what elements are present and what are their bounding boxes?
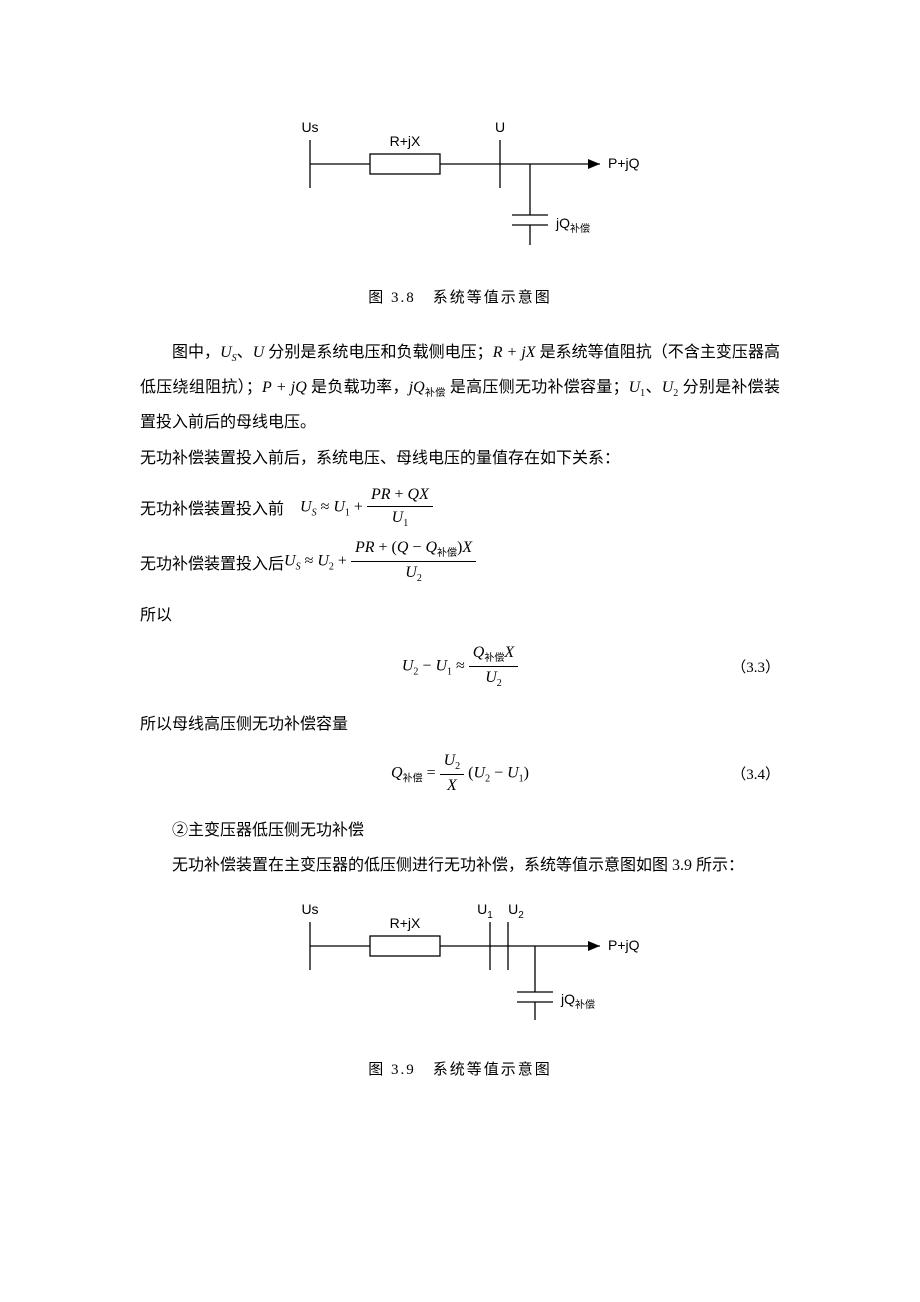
equation-number-3-3: （3.3）	[731, 656, 780, 677]
label-jqbc: jQ补偿	[555, 215, 590, 235]
circuit-diagram-3-9: Us R+jX U1 U2 P+jQ jQ补偿	[280, 892, 640, 1052]
paragraph-relation: 无功补偿装置投入前后，系统电压、母线电压的量值存在如下关系：	[140, 441, 780, 476]
label-rjx-b: R+jX	[390, 915, 421, 931]
paragraph-symbols-explanation: 图中，US、U 分别是系统电压和负载侧电压；R + jX 是系统等值阻抗（不含主…	[140, 335, 780, 441]
equation-3-3: U2 − U1 ≈ Q补偿X U2 （3.3）	[140, 644, 780, 689]
label-u2-b: U2	[508, 901, 524, 921]
label-u: U	[495, 119, 505, 135]
figure-caption-3-8: 图 3.8 系统等值示意图	[140, 286, 780, 307]
figure-caption-3-9: 图 3.9 系统等值示意图	[140, 1058, 780, 1079]
circuit-diagram-3-8: Us R+jX U P+jQ jQ补偿	[280, 110, 640, 280]
label-jqbc-b: jQ补偿	[560, 991, 595, 1011]
label-rjx: R+jX	[390, 133, 421, 149]
paragraph-hv-capacity: 所以母线高压侧无功补偿容量	[140, 707, 780, 742]
label-u1-b: U1	[477, 901, 493, 921]
label-us: Us	[301, 119, 318, 135]
label-pjq-b: P+jQ	[608, 937, 640, 953]
equation-after-compensation: 无功补偿装置投入后 US ≈ U2 + PR + (Q − Q补偿)X U2	[140, 539, 780, 584]
equation-before-compensation: 无功补偿装置投入前 US ≈ U1 + PR + QX U1	[140, 486, 780, 529]
label-pjq: P+jQ	[608, 155, 640, 171]
equation-number-3-4: （3.4）	[731, 763, 780, 784]
text-suoyi-1: 所以	[140, 598, 780, 633]
equation-3-4: Q补偿 = U2 X (U2 − U1) （3.4）	[140, 752, 780, 795]
paragraph-lv-heading: ②主变压器低压侧无功补偿	[140, 813, 780, 848]
label-us-b: Us	[301, 901, 318, 917]
paragraph-lv-body: 无功补偿装置在主变压器的低压侧进行无功补偿，系统等值示意图如图 3.9 所示：	[140, 848, 780, 883]
